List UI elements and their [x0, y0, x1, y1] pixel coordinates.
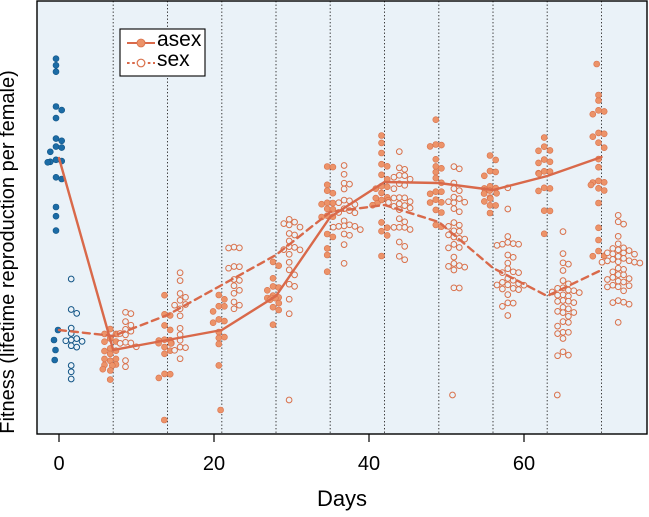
- svg-text:40: 40: [358, 453, 380, 475]
- svg-text:0: 0: [53, 453, 64, 475]
- svg-text:Fitness (lifetime reproduction: Fitness (lifetime reproduction per femal…: [0, 70, 19, 433]
- svg-text:sex: sex: [157, 48, 190, 71]
- svg-text:60: 60: [513, 453, 535, 475]
- svg-text:20: 20: [203, 453, 225, 475]
- svg-text:Days: Days: [317, 486, 367, 511]
